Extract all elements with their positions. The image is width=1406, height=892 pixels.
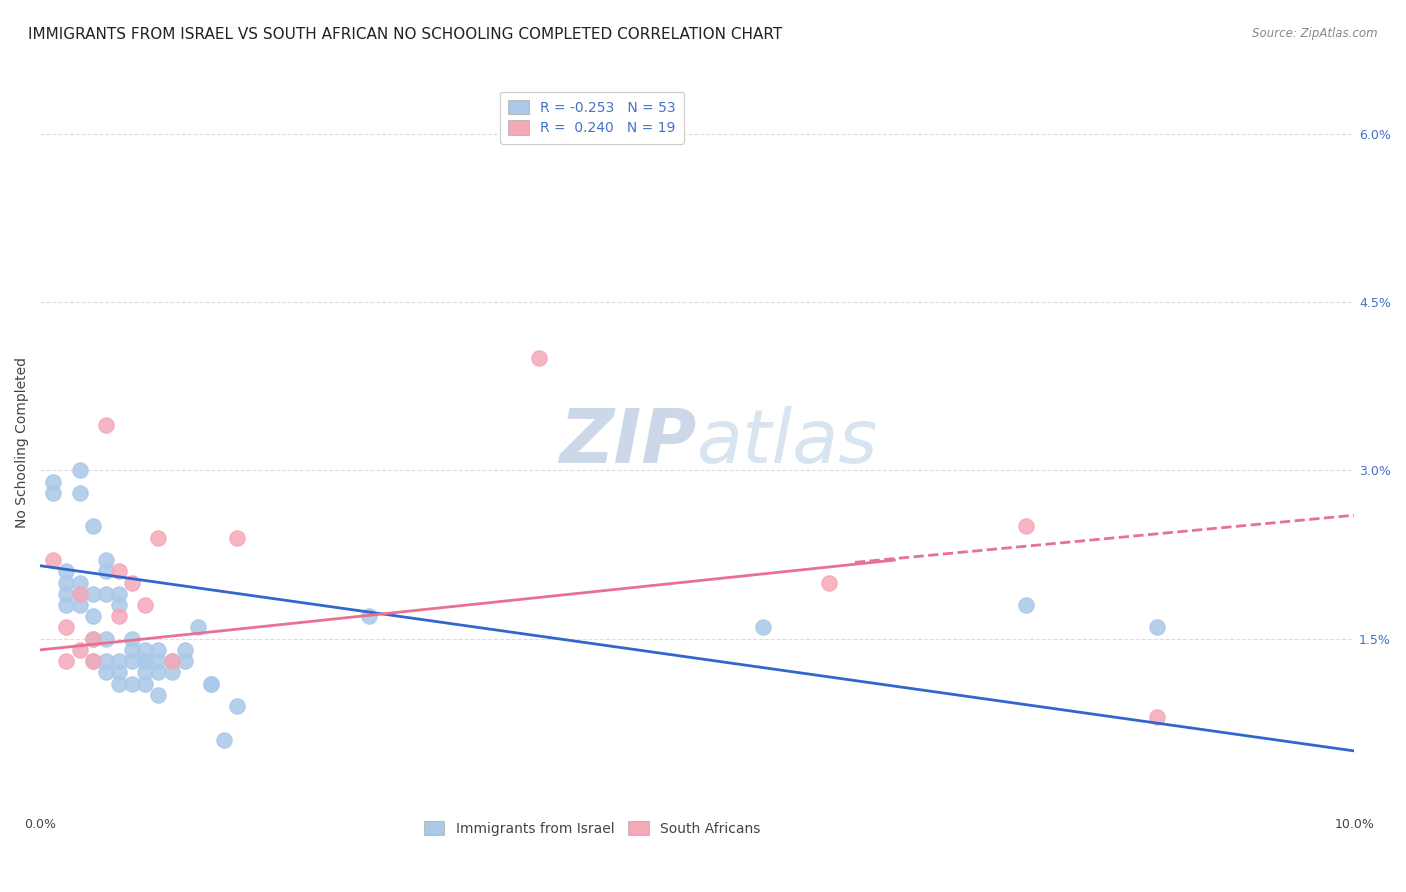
Point — [134, 654, 156, 668]
Point — [212, 732, 235, 747]
Point — [82, 609, 104, 624]
Point — [82, 587, 104, 601]
Point — [82, 632, 104, 646]
Point — [69, 643, 91, 657]
Point — [42, 475, 65, 489]
Point — [1015, 598, 1038, 612]
Point — [134, 676, 156, 690]
Point — [69, 587, 91, 601]
Point — [1146, 710, 1168, 724]
Point — [134, 643, 156, 657]
Point — [160, 654, 183, 668]
Text: Source: ZipAtlas.com: Source: ZipAtlas.com — [1253, 27, 1378, 40]
Point — [108, 609, 131, 624]
Point — [55, 598, 77, 612]
Point — [529, 351, 551, 365]
Point — [817, 575, 839, 590]
Point — [134, 665, 156, 680]
Point — [200, 676, 222, 690]
Point — [55, 565, 77, 579]
Point — [108, 565, 131, 579]
Point — [108, 654, 131, 668]
Point — [69, 598, 91, 612]
Point — [94, 665, 117, 680]
Point — [94, 632, 117, 646]
Text: atlas: atlas — [697, 406, 879, 478]
Point — [108, 598, 131, 612]
Point — [357, 609, 380, 624]
Point — [148, 688, 170, 702]
Point — [108, 676, 131, 690]
Point — [82, 632, 104, 646]
Point — [94, 587, 117, 601]
Point — [148, 643, 170, 657]
Point — [94, 565, 117, 579]
Point — [82, 519, 104, 533]
Point — [42, 485, 65, 500]
Point — [134, 654, 156, 668]
Point — [160, 665, 183, 680]
Point — [94, 654, 117, 668]
Point — [226, 531, 249, 545]
Point — [121, 632, 143, 646]
Point — [94, 553, 117, 567]
Point — [173, 654, 195, 668]
Point — [1015, 519, 1038, 533]
Point — [148, 531, 170, 545]
Point — [148, 654, 170, 668]
Point — [187, 620, 209, 634]
Point — [69, 575, 91, 590]
Text: IMMIGRANTS FROM ISRAEL VS SOUTH AFRICAN NO SCHOOLING COMPLETED CORRELATION CHART: IMMIGRANTS FROM ISRAEL VS SOUTH AFRICAN … — [28, 27, 782, 42]
Point — [69, 587, 91, 601]
Legend: Immigrants from Israel, South Africans: Immigrants from Israel, South Africans — [415, 813, 769, 844]
Point — [160, 654, 183, 668]
Point — [200, 676, 222, 690]
Point — [82, 654, 104, 668]
Point — [1146, 620, 1168, 634]
Point — [94, 418, 117, 433]
Point — [121, 654, 143, 668]
Point — [42, 553, 65, 567]
Point — [121, 643, 143, 657]
Point — [134, 598, 156, 612]
Point — [82, 654, 104, 668]
Point — [226, 699, 249, 714]
Point — [121, 575, 143, 590]
Y-axis label: No Schooling Completed: No Schooling Completed — [15, 357, 30, 528]
Point — [55, 587, 77, 601]
Point — [69, 463, 91, 477]
Point — [55, 575, 77, 590]
Point — [173, 643, 195, 657]
Point — [752, 620, 775, 634]
Point — [121, 676, 143, 690]
Point — [108, 665, 131, 680]
Point — [108, 587, 131, 601]
Point — [55, 654, 77, 668]
Point — [148, 665, 170, 680]
Text: ZIP: ZIP — [560, 406, 697, 479]
Point — [55, 620, 77, 634]
Point — [69, 485, 91, 500]
